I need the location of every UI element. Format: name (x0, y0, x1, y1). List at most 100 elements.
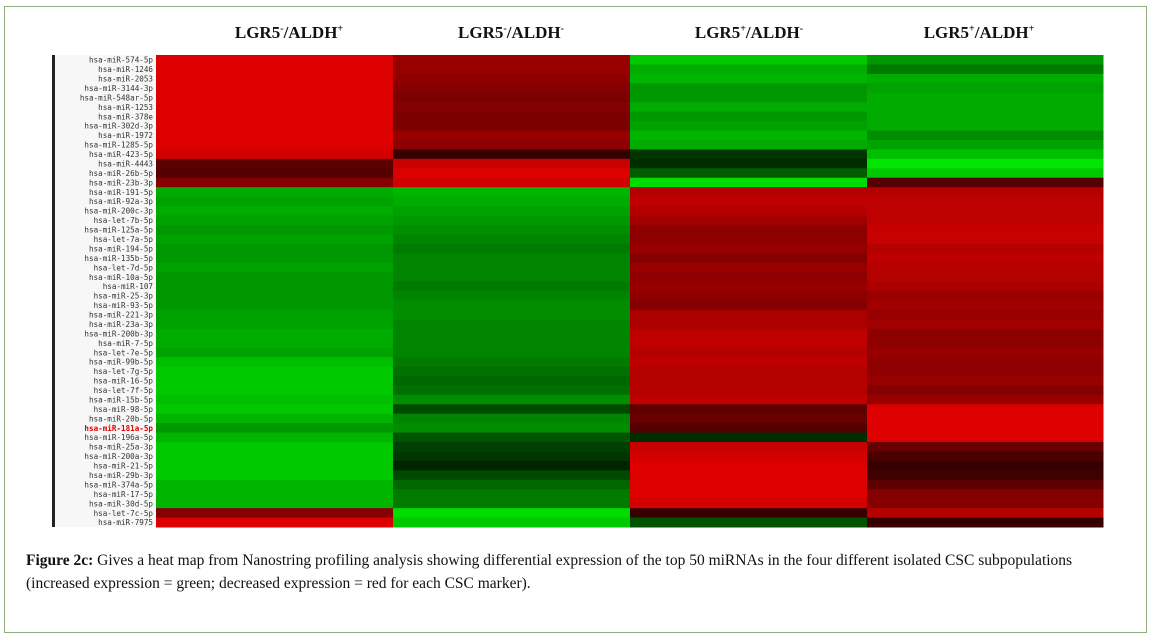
heatmap-cell (393, 206, 631, 216)
heatmap-cell (630, 224, 868, 235)
heatmap-cell (393, 385, 631, 396)
heatmap-cell (393, 158, 631, 169)
heatmap-cell (630, 243, 868, 254)
heatmap-cell (867, 130, 1104, 141)
heatmap-cell (630, 281, 868, 292)
heatmap-cell (393, 366, 631, 377)
heatmap-cell (630, 394, 868, 405)
heatmap-cell (393, 224, 631, 235)
heatmap-cell (867, 102, 1104, 113)
heatmap-chart: hsa-miR-574-5phsa-miR-1246hsa-miR-2053hs… (52, 55, 1104, 528)
heatmap-cell (393, 55, 631, 65)
row-label: hsa-miR-1972 (98, 131, 153, 140)
heatmap-cell (393, 234, 631, 245)
heatmap-cell (393, 432, 631, 443)
heatmap-cell (867, 432, 1104, 443)
row-label: hsa-miR-93-5p (94, 301, 154, 310)
heatmap-cell (156, 357, 394, 368)
heatmap-cell (393, 413, 631, 424)
heatmap-cell (156, 168, 394, 179)
heatmap-cell (867, 262, 1104, 273)
row-label: hsa-miR-135b-5p (84, 254, 153, 263)
heatmap-cell (393, 442, 631, 452)
heatmap-cell (630, 366, 868, 377)
row-label: hsa-miR-221-3p (89, 311, 153, 320)
heatmap-cell (630, 517, 868, 528)
heatmap-cell (393, 73, 631, 84)
row-label: hsa-miR-423-5p (89, 150, 153, 159)
heatmap-cell (867, 83, 1104, 94)
heatmap-cell (156, 338, 394, 349)
heatmap-cell (867, 319, 1104, 330)
heatmap-cell (156, 234, 394, 245)
heatmap-cell (867, 300, 1104, 311)
heatmap-cell (630, 111, 868, 122)
heatmap-cell (630, 385, 868, 396)
heatmap-cell (393, 102, 631, 113)
heatmap-cell (867, 281, 1104, 292)
row-label: hsa-miR-374a-5p (84, 480, 153, 489)
row-label: hsa-miR-7975 (98, 518, 153, 527)
heatmap-cell (156, 177, 394, 188)
heatmap-cell (156, 262, 394, 273)
heatmap-cell (867, 291, 1104, 301)
row-label: hsa-miR-574-5p (89, 56, 153, 65)
heatmap-cell (867, 139, 1104, 150)
heatmap-cell (630, 73, 868, 84)
row-label: hsa-miR-1246 (98, 65, 153, 74)
row-label: hsa-miR-25a-3p (89, 443, 153, 452)
heatmap-cell (867, 479, 1104, 490)
dendrogram-bar (52, 55, 55, 527)
heatmap-cell (156, 375, 394, 386)
heatmap-cell (393, 338, 631, 349)
heatmap-cell (867, 253, 1104, 264)
heatmap-cell (156, 442, 394, 452)
row-label: hsa-miR-15b-5p (89, 395, 153, 404)
heatmap-cell (867, 309, 1104, 320)
heatmap-cell (630, 234, 868, 245)
heatmap-cell (156, 55, 394, 65)
heatmap-cell (867, 64, 1104, 75)
heatmap-cell (156, 73, 394, 84)
row-label: hsa-miR-200c-3p (84, 207, 153, 216)
heatmap-cell (867, 423, 1104, 434)
heatmap-cell (630, 130, 868, 141)
row-label: hsa-miR-99b-5p (89, 358, 153, 367)
heatmap-cell (393, 196, 631, 207)
heatmap-cell (867, 517, 1104, 528)
heatmap-cell (867, 215, 1104, 226)
heatmap-cell (867, 451, 1104, 462)
row-label: hsa-miR-25-3p (94, 292, 154, 301)
heatmap-cell (393, 243, 631, 254)
heatmap-cell (156, 413, 394, 424)
heatmap-cell (393, 291, 631, 301)
heatmap-cell (630, 347, 868, 358)
heatmap-cell (393, 177, 631, 188)
caption-text: Gives a heat map from Nanostring profili… (26, 552, 1073, 592)
heatmap-cell (630, 319, 868, 330)
heatmap-cell (630, 187, 868, 198)
row-label: hsa-miR-200a-3p (84, 452, 153, 461)
heatmap-cell (393, 281, 631, 292)
heatmap-cell (156, 64, 394, 75)
heatmap-cell (867, 234, 1104, 245)
heatmap-cell (630, 55, 868, 65)
heatmap-cell (156, 347, 394, 358)
heatmap-cell (156, 253, 394, 264)
heatmap-cell (156, 498, 394, 509)
row-label: hsa-miR-548ar-5p (80, 93, 154, 102)
heatmap-cell (393, 92, 631, 103)
heatmap-cell (393, 111, 631, 122)
column-header-2: LGR5-/ALDH- (458, 23, 564, 42)
heatmap-cell (156, 291, 394, 301)
heatmap-cell (630, 177, 868, 188)
row-label: hsa-miR-17-5p (94, 490, 154, 499)
heatmap-cell (630, 206, 868, 216)
heatmap-cell (393, 517, 631, 528)
caption-label: Figure 2c: (26, 552, 94, 569)
heatmap-cell (393, 300, 631, 311)
heatmap-cell (630, 413, 868, 424)
heatmap-cell (156, 404, 394, 415)
heatmap-cell (867, 385, 1104, 396)
heatmap-cell (630, 300, 868, 311)
